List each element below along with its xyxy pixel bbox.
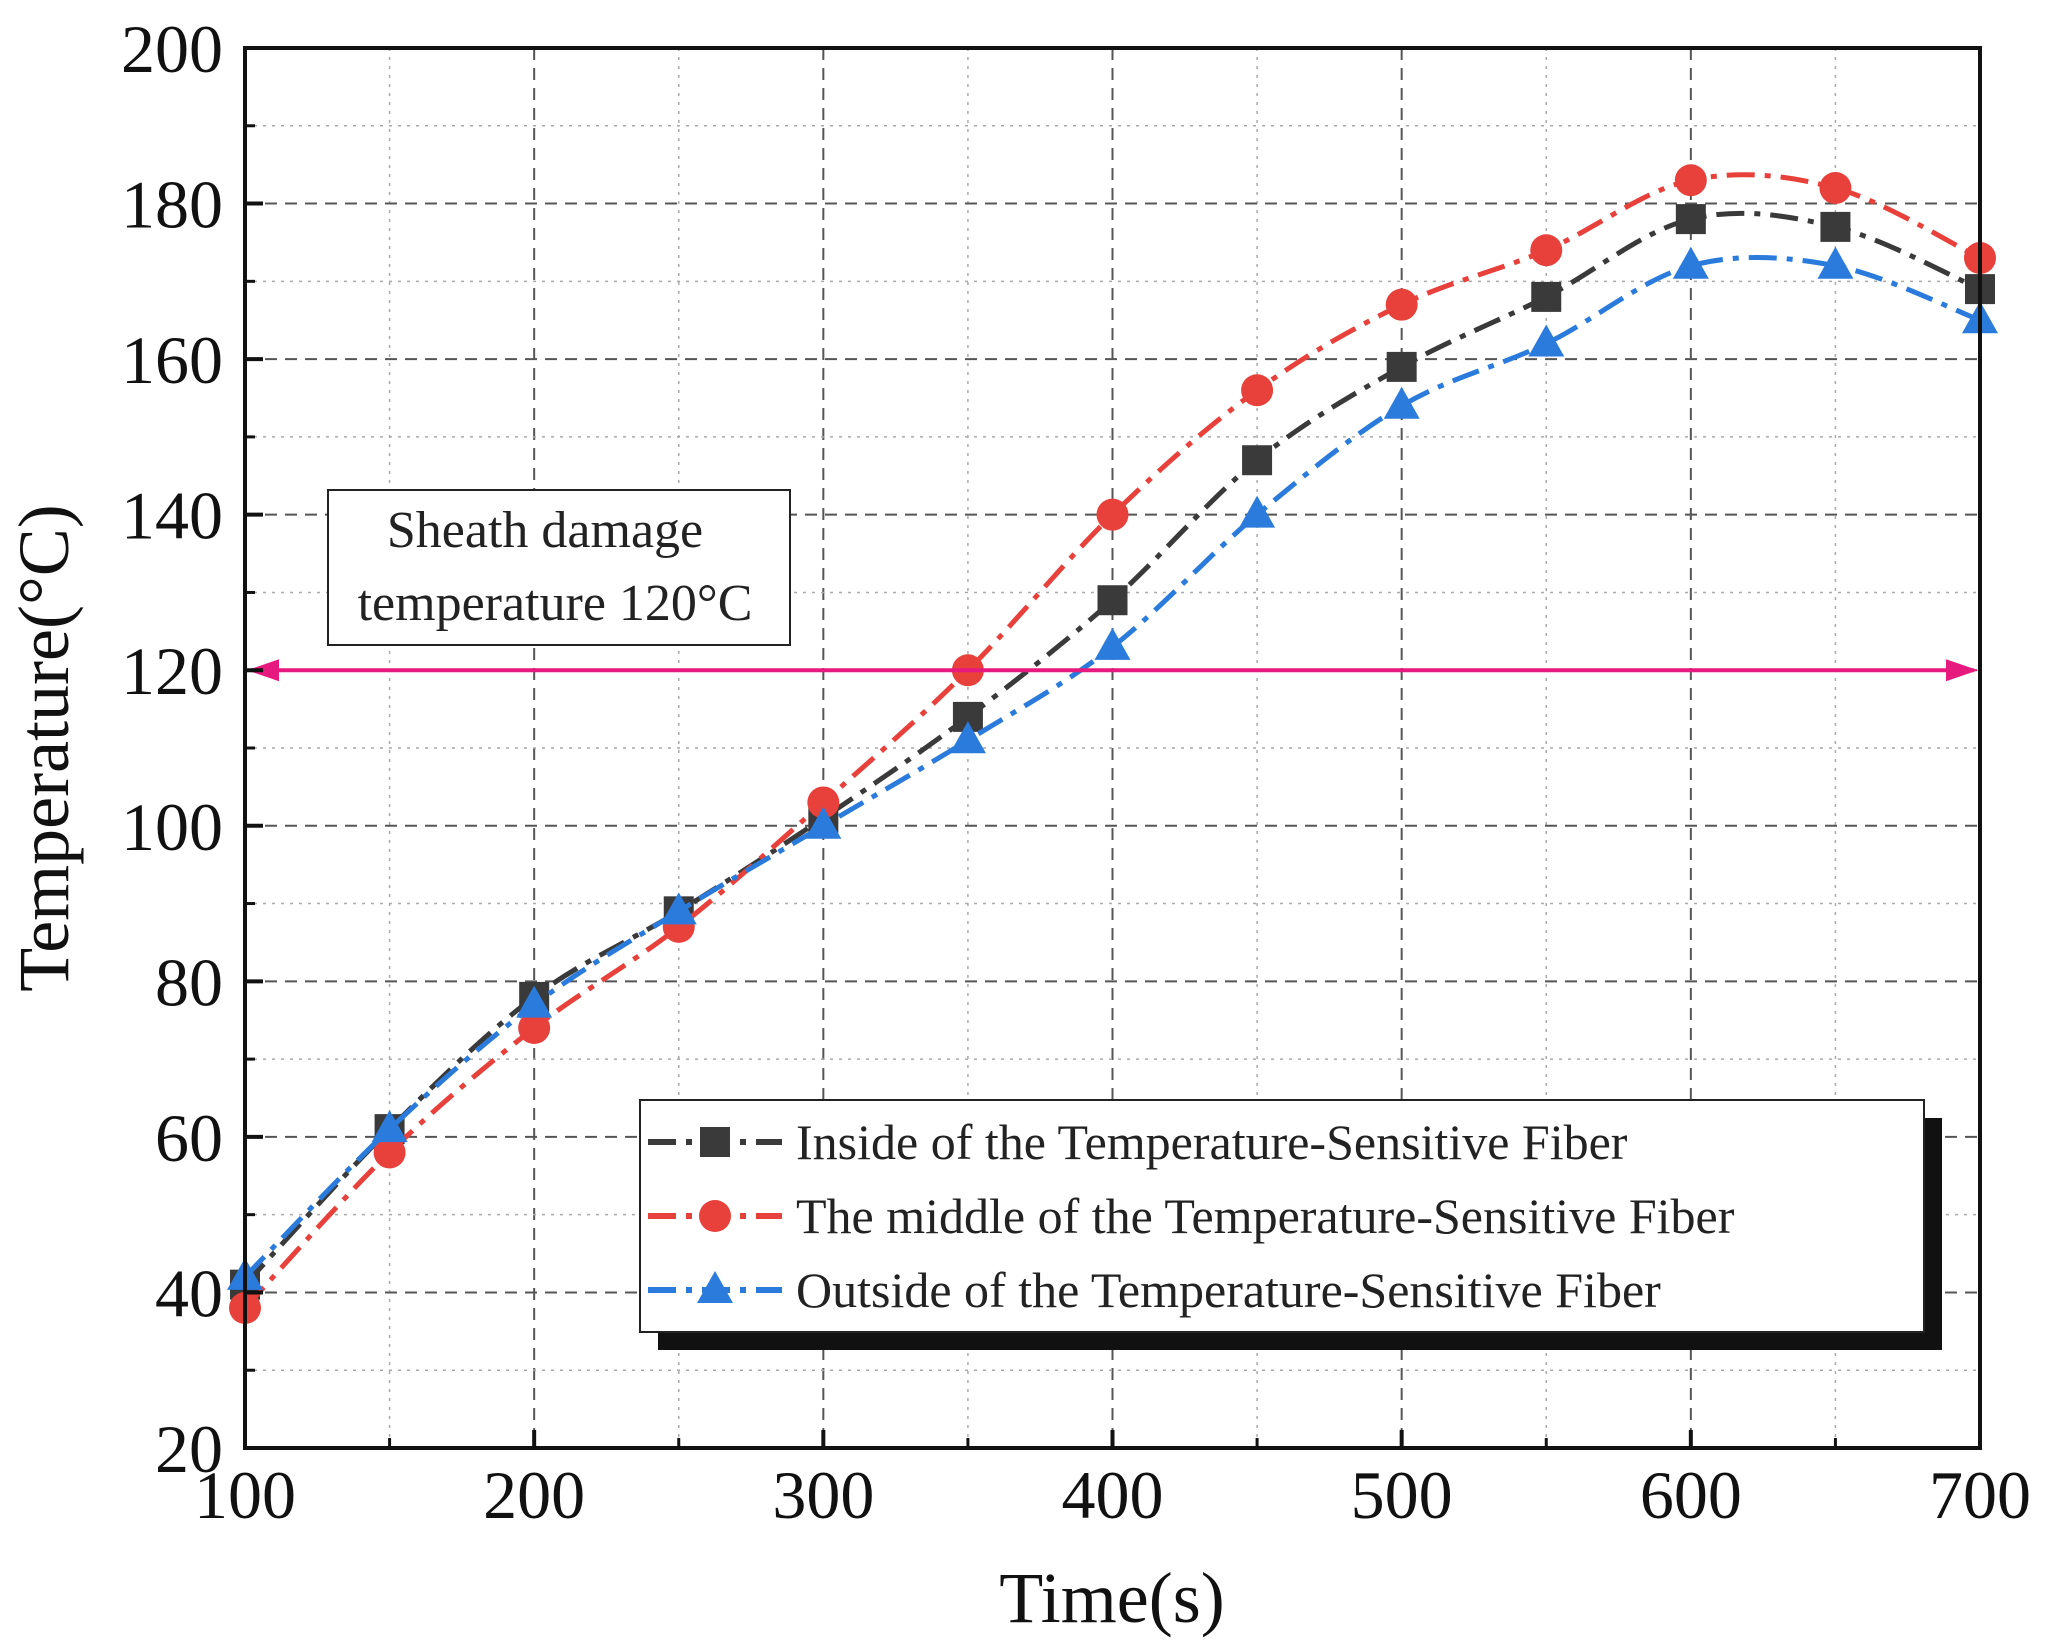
y-tick-label: 200	[121, 11, 223, 87]
legend-label-outside: Outside of the Temperature-Sensitive Fib…	[796, 1262, 1661, 1318]
data-point-middle	[1674, 164, 1707, 197]
legend-frame	[639, 1099, 1925, 1333]
annotation-frame	[327, 489, 791, 646]
data-point-inside	[1820, 211, 1851, 242]
data-point-inside	[1531, 281, 1562, 312]
x-tick-label: 300	[772, 1457, 874, 1533]
legend-label-inside: Inside of the Temperature-Sensitive Fibe…	[796, 1114, 1628, 1170]
x-tick-label: 600	[1640, 1457, 1742, 1533]
data-point-middle	[1530, 234, 1563, 267]
data-point-outside	[371, 1110, 408, 1143]
annotation-box: Sheath damage temperature 120°C	[327, 489, 791, 646]
x-tick-label: 700	[1929, 1457, 2031, 1533]
y-tick-label: 140	[121, 478, 223, 554]
data-point-inside	[1097, 585, 1128, 616]
data-point-outside	[1094, 627, 1131, 660]
data-point-inside	[1386, 351, 1417, 382]
x-tick-label: 500	[1351, 1457, 1453, 1533]
reference-arrow-right	[1946, 659, 1978, 682]
data-point-outside	[516, 985, 553, 1018]
annotation-line-2: temperature 120°C	[358, 575, 753, 632]
legend-item-inside: Inside of the Temperature-Sensitive Fibe…	[648, 1114, 1628, 1170]
legend-marker-middle	[699, 1200, 731, 1232]
data-point-outside	[805, 806, 842, 839]
data-point-inside	[1242, 445, 1273, 476]
series-outside	[227, 246, 1998, 1290]
data-point-outside	[1817, 246, 1854, 279]
y-tick-label: 100	[121, 789, 223, 865]
annotation-line-1: Sheath damage	[387, 502, 703, 559]
data-point-outside	[1528, 324, 1565, 357]
data-point-middle	[1819, 172, 1852, 204]
y-tick-label: 60	[155, 1100, 223, 1176]
legend-label-middle: The middle of the Temperature-Sensitive …	[796, 1188, 1735, 1244]
data-point-middle	[1241, 374, 1274, 407]
y-tick-label: 20	[155, 1411, 223, 1487]
tick-labels: 100 200 300 400 500 600 700 20 40 60 80 100 120 140 16…	[121, 11, 2031, 1533]
legend-item-outside: Outside of the Temperature-Sensitive Fib…	[648, 1262, 1661, 1318]
x-tick-label: 100	[194, 1457, 296, 1533]
x-tick-label: 400	[1062, 1457, 1164, 1533]
legend-marker-inside	[700, 1127, 730, 1157]
x-axis-title: Time(s)	[999, 1558, 1224, 1638]
legend: Inside of the Temperature-Sensitive Fibe…	[639, 1099, 1942, 1350]
data-point-middle	[373, 1136, 406, 1169]
data-point-outside	[949, 721, 986, 754]
data-point-outside	[1672, 246, 1709, 279]
data-point-outside	[1383, 386, 1420, 419]
y-tick-label: 180	[121, 167, 223, 243]
legend-item-middle: The middle of the Temperature-Sensitive …	[648, 1188, 1735, 1244]
data-point-outside	[1239, 495, 1276, 528]
data-point-middle	[518, 1012, 551, 1044]
data-point-outside	[660, 892, 697, 925]
legend-marker-outside	[697, 1271, 733, 1303]
data-point-middle	[1385, 288, 1418, 321]
y-tick-label: 120	[121, 633, 223, 709]
y-tick-label: 160	[121, 322, 223, 398]
y-axis-title: Temperature(°C)	[4, 504, 84, 992]
y-tick-label: 40	[155, 1255, 223, 1331]
series-middle	[229, 164, 1996, 1324]
axis-ticks	[243, 46, 1982, 1450]
y-tick-label: 80	[155, 944, 223, 1020]
x-tick-label: 200	[483, 1457, 585, 1533]
data-point-middle	[1096, 498, 1129, 531]
data-point-middle	[807, 786, 840, 819]
series-layer	[227, 164, 1998, 1324]
data-point-inside	[1675, 204, 1706, 235]
legend-items: Inside of the Temperature-Sensitive Fibe…	[648, 1114, 1735, 1318]
